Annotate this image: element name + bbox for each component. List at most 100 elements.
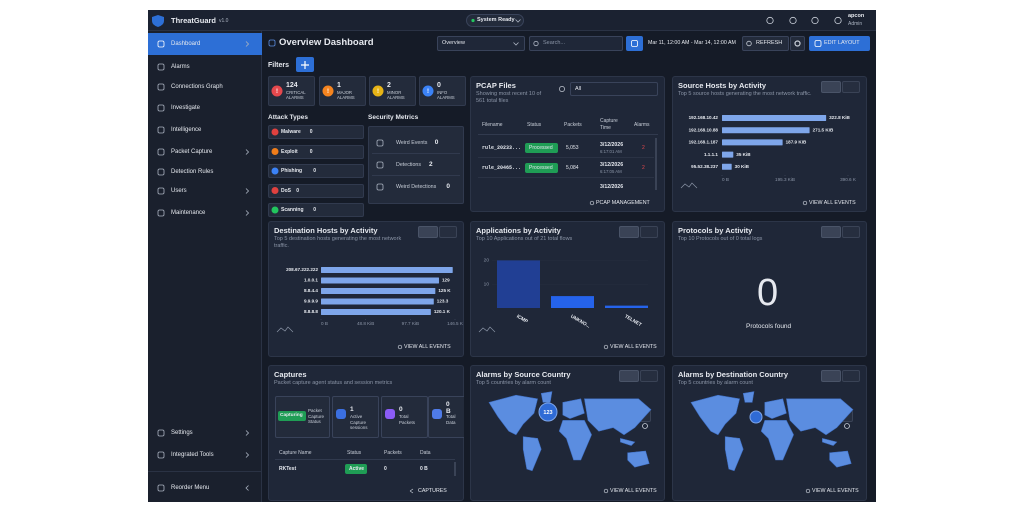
capture-column: Capture Name — [279, 450, 312, 456]
search-box[interactable] — [529, 36, 623, 51]
panel-subtitle: Top 5 countries by alarm count — [476, 380, 551, 386]
panel-title: PCAP Files — [476, 81, 516, 90]
add-filter[interactable] — [296, 57, 314, 72]
table-toggle[interactable] — [640, 370, 658, 382]
icon — [268, 39, 276, 47]
panel-subtitle: Showing most recent 10 of 561 total file… — [476, 91, 542, 104]
edit-button[interactable] — [809, 36, 870, 51]
status-badge — [525, 143, 558, 153]
metric-name: Weird Detections — [396, 183, 437, 190]
settings-button[interactable] — [790, 36, 805, 51]
panel-link[interactable]: VIEW ALL EVENTS — [404, 343, 451, 350]
pcap-status: Processed — [529, 165, 553, 171]
panel-link[interactable]: VIEW ALL EVENTS — [809, 199, 856, 206]
panel-link[interactable]: CAPTURES — [418, 487, 447, 494]
nav-item[interactable]: Alarms — [171, 64, 190, 70]
status-badge — [525, 163, 558, 173]
brand: ThreatGuard — [171, 16, 217, 25]
calendar-button[interactable] — [626, 36, 643, 51]
status-pill[interactable] — [466, 14, 524, 27]
metric-count: 2 — [429, 161, 433, 168]
pcap-filename: rule_20233... — [482, 145, 522, 151]
chart-toggle[interactable] — [821, 226, 841, 238]
capture-cell: 0 B — [420, 466, 428, 472]
severity-count: 0 — [437, 82, 441, 89]
table-toggle[interactable] — [842, 226, 860, 238]
attack-name: DoS — [281, 187, 291, 194]
panel-link[interactable]: VIEW ALL EVENTS — [812, 487, 859, 494]
panel-title: Source Hosts by Activity — [678, 81, 767, 90]
refresh-button[interactable] — [742, 36, 789, 51]
severity-card[interactable] — [419, 76, 466, 106]
nav-item[interactable]: Connections Graph — [171, 84, 223, 90]
metric-name: Weird Events — [396, 139, 428, 146]
severity-label: MINOR ALARMS — [387, 90, 405, 101]
severity-card[interactable] — [369, 76, 416, 106]
map-refresh[interactable] — [639, 410, 651, 422]
pcap-column: Packets — [564, 122, 582, 128]
panel-subtitle: Top 10 Protocols out of 0 total logs — [678, 236, 763, 242]
table-toggle[interactable] — [842, 370, 860, 382]
attack-count: 0 — [309, 148, 313, 155]
nav-item[interactable]: Users — [171, 188, 187, 194]
chart-toggle[interactable] — [821, 81, 841, 93]
map-refresh[interactable] — [841, 410, 853, 422]
attack-item[interactable] — [268, 164, 364, 178]
panel-link[interactable]: VIEW ALL EVENTS — [610, 343, 657, 350]
nav-item[interactable]: Settings — [171, 430, 193, 436]
panel — [470, 76, 665, 212]
user-name: apcon — [848, 13, 865, 19]
card-value: 1 — [350, 406, 354, 413]
chart-toggle[interactable] — [418, 226, 438, 238]
table-toggle[interactable] — [842, 81, 860, 93]
nav-item[interactable]: Reorder Menu — [171, 485, 210, 491]
table-toggle[interactable] — [439, 226, 457, 238]
panel-subtitle: Top 10 Applications out of 21 total flow… — [476, 236, 573, 242]
date-range[interactable]: Mar 11, 12:00 AM - Mar 14, 12:00 AM — [648, 40, 736, 46]
nav-item[interactable]: Investigate — [171, 105, 201, 111]
protocol-caption: Protocols found — [746, 323, 792, 330]
capture-card-clip — [464, 394, 470, 440]
attack-item[interactable] — [268, 203, 364, 217]
panel-title: Alarms by Destination Country — [678, 370, 789, 379]
pcap-scrollbar — [655, 138, 657, 190]
attack-count: 0 — [296, 187, 299, 194]
pcap-date: 3/12/2026 — [600, 142, 624, 148]
nav-item[interactable]: Intelligence — [171, 127, 202, 133]
panel-subtitle: Top 5 destination hosts generating the m… — [274, 236, 402, 249]
attack-name: Phishing — [281, 168, 303, 174]
metric-name: Detections — [396, 161, 422, 168]
panel-title: Protocols by Activity — [678, 226, 753, 235]
user-role: Admin — [848, 21, 863, 27]
table-toggle[interactable] — [640, 226, 658, 238]
panel-title: Captures — [274, 370, 307, 379]
nav-item[interactable]: Maintenance — [171, 210, 206, 216]
view-select[interactable] — [437, 36, 525, 51]
metrics-title: Security Metrics — [368, 114, 419, 121]
severity-label: CRITICAL ALARMS — [286, 90, 306, 101]
pcap-clock: 6:17:01 AM — [600, 148, 622, 154]
nav-item[interactable]: Packet Capture — [171, 149, 213, 155]
chart-toggle[interactable] — [619, 226, 639, 238]
chart-toggle[interactable] — [619, 370, 639, 382]
card-value: 0 — [399, 406, 403, 413]
nav-item[interactable]: Dashboard — [171, 41, 201, 47]
chart-toggle[interactable] — [821, 370, 841, 382]
pcap-column: Alarms — [634, 122, 650, 128]
card-label: Active Capture sessions — [350, 414, 368, 431]
attack-item[interactable] — [268, 183, 364, 198]
panel-link[interactable]: VIEW ALL EVENTS — [610, 487, 657, 494]
pcap-date: 3/12/2026 — [600, 162, 624, 168]
nav-item[interactable]: Detection Rules — [171, 169, 214, 175]
attack-name: Scanning — [281, 207, 304, 213]
capture-column: Packets — [384, 450, 402, 456]
pcap-select[interactable] — [570, 82, 658, 96]
capture-cell: 0 — [384, 466, 387, 472]
panel-link[interactable]: PCAP MANAGEMENT — [596, 199, 650, 206]
nav-item[interactable]: Integrated Tools — [171, 452, 214, 458]
attack-item[interactable] — [268, 144, 364, 159]
row-line — [478, 177, 654, 178]
edit-label: EDIT LAYOUT — [824, 40, 860, 46]
attack-item[interactable] — [268, 125, 364, 139]
capture-status-label: Packet Capture Status — [308, 408, 325, 425]
